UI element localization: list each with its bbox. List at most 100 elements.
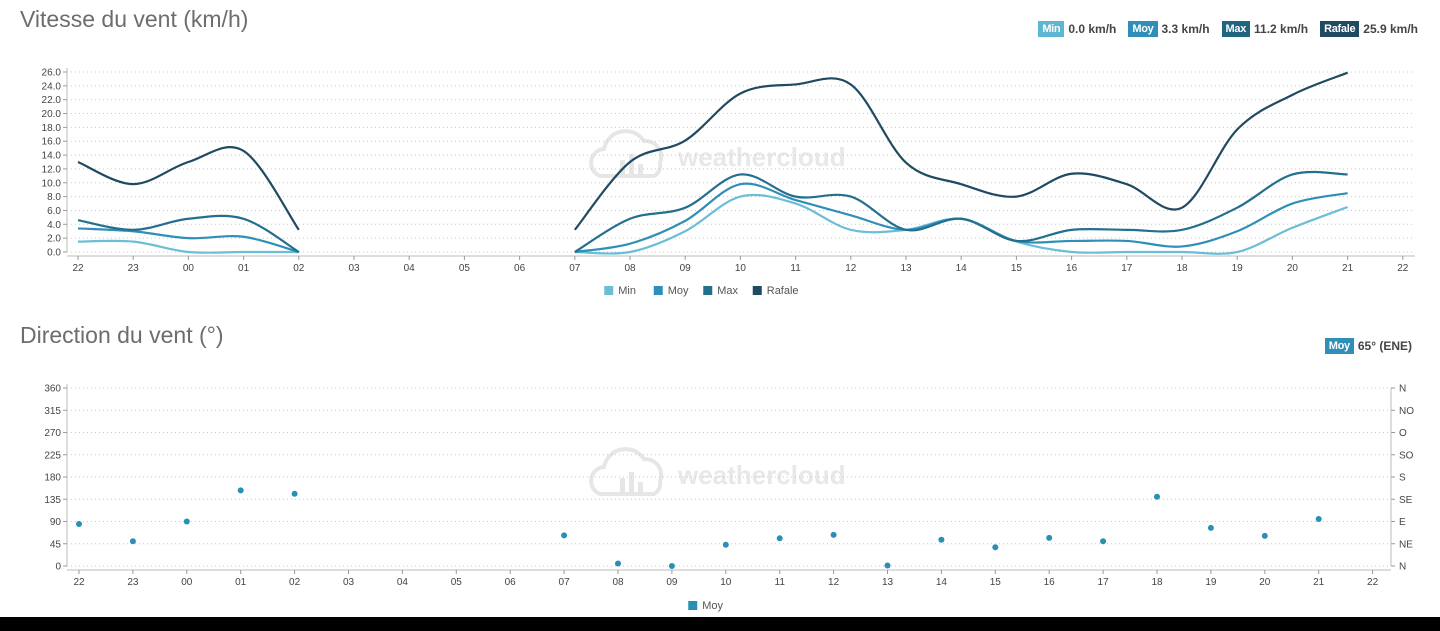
direction-badge-moy: Moy 65° (ENE) [1324, 338, 1412, 354]
direction-series-moy-point [1207, 524, 1214, 531]
speed-badge-value: 0.0 km/h [1068, 22, 1117, 36]
bar-icon [629, 154, 634, 174]
speed-x-tick-label: 21 [1342, 263, 1354, 274]
speed-y-tick-label: 26.0 [42, 68, 62, 79]
direction-x-tick-label: 09 [666, 577, 678, 588]
direction-x-tick-label: 01 [235, 577, 247, 588]
direction-x-tick-label: 10 [720, 577, 732, 588]
direction-x-tick-label: 21 [1313, 577, 1325, 588]
bottom-bar [0, 617, 1440, 631]
speed-series-max-line [77, 214, 300, 253]
direction-chart-title: Direction du vent (°) [20, 322, 224, 348]
speed-x-tick-label: 08 [624, 263, 636, 274]
speed-x-tick-label: 22 [1397, 263, 1409, 274]
speed-x-tick-label: 19 [1232, 263, 1244, 274]
direction-y-right-tick-label: S [1399, 473, 1406, 484]
cloud-icon [589, 129, 664, 178]
speed-chart-title: Vitesse du vent (km/h) [20, 6, 249, 32]
direction-x-tick-label: 11 [775, 577, 786, 588]
speed-x-tick-label: 05 [459, 263, 471, 274]
direction-series-moy-point [722, 541, 729, 548]
speed-x-tick-label: 20 [1287, 263, 1299, 274]
speed-legend-item: Min [618, 285, 636, 297]
speed-badge-value: 3.3 km/h [1161, 22, 1210, 36]
direction-y-right-tick-label: NO [1399, 406, 1414, 417]
direction-x-tick-label: 22 [1367, 577, 1379, 588]
speed-badge-moy: Moy 3.3 km/h [1128, 21, 1210, 37]
direction-series-moy-point [129, 538, 136, 545]
direction-y-right-tick-label: N [1399, 562, 1406, 573]
speed-x-tick-label: 13 [900, 263, 912, 274]
direction-x-tick-label: 23 [127, 577, 139, 588]
speed-y-tick-label: 16.0 [42, 137, 62, 148]
speed-x-tick-label: 18 [1176, 263, 1188, 274]
speed-badge-label: Max [1221, 21, 1251, 37]
direction-legend-item: Moy [702, 600, 723, 612]
speed-legend-swatch [604, 286, 614, 295]
direction-x-tick-label: 14 [936, 577, 948, 588]
speed-badge-label: Moy [1128, 21, 1158, 37]
speed-y-tick-label: 20.0 [42, 109, 62, 120]
direction-x-tick-label: 19 [1205, 577, 1217, 588]
direction-y-tick-label: 0 [55, 562, 61, 573]
speed-x-tick-label: 01 [238, 263, 250, 274]
speed-y-tick-label: 6.0 [47, 206, 61, 217]
speed-badge-max: Max 11.2 km/h [1221, 21, 1309, 37]
speed-badge-min: Min 0.0 km/h [1038, 21, 1116, 37]
speed-legend-item: Max [717, 285, 738, 297]
speed-x-tick-label: 04 [404, 263, 416, 274]
bar-icon [620, 160, 625, 174]
direction-legend-swatch [688, 601, 698, 610]
direction-x-tick-label: 13 [882, 577, 894, 588]
speed-badge-label: Rafale [1320, 21, 1360, 37]
watermark-text: weathercloud [677, 460, 846, 490]
speed-x-tick-label: 09 [680, 263, 692, 274]
direction-x-tick-label: 12 [828, 577, 840, 588]
direction-series-moy-point [237, 487, 244, 494]
direction-x-tick-label: 07 [559, 577, 571, 588]
direction-badge-label: Moy [1324, 338, 1354, 354]
direction-x-tick-label: 20 [1259, 577, 1271, 588]
direction-series-moy-point [830, 531, 837, 538]
speed-x-tick-label: 10 [735, 263, 747, 274]
speed-badge-rafale: Rafale 25.9 km/h [1320, 21, 1418, 37]
watermark-logo: weathercloud [589, 129, 846, 178]
direction-x-tick-label: 17 [1098, 577, 1110, 588]
bar-icon [620, 478, 625, 492]
speed-x-tick-label: 14 [956, 263, 968, 274]
speed-x-tick-label: 07 [569, 263, 581, 274]
speed-x-tick-label: 16 [1066, 263, 1078, 274]
speed-y-tick-label: 22.0 [42, 95, 62, 106]
direction-x-tick-label: 06 [505, 577, 517, 588]
cloud-icon [589, 447, 664, 496]
direction-summary-badges: Moy 65° (ENE) [1319, 338, 1412, 354]
direction-x-tick-label: 04 [397, 577, 409, 588]
watermark-text: weathercloud [677, 142, 846, 172]
direction-series-moy-point [76, 520, 82, 527]
direction-x-tick-label: 02 [289, 577, 301, 588]
speed-badge-value: 11.2 km/h [1254, 22, 1309, 36]
speed-legend-swatch [653, 286, 663, 295]
speed-y-tick-label: 14.0 [42, 151, 62, 162]
speed-x-tick-label: 23 [128, 263, 140, 274]
speed-series-min-line [77, 239, 299, 254]
bar-icon [629, 472, 634, 492]
speed-series-max-line [574, 170, 1348, 253]
speed-series-rafale-line [573, 71, 1349, 231]
direction-y-tick-label: 180 [44, 473, 61, 484]
direction-y-right-tick-label: NE [1399, 539, 1413, 550]
speed-x-tick-label: 03 [348, 263, 360, 274]
direction-x-tick-label: 08 [612, 577, 624, 588]
watermark-logo: weathercloud [589, 447, 846, 496]
speed-x-tick-label: 00 [183, 263, 195, 274]
speed-x-tick-label: 22 [72, 263, 84, 274]
direction-series-moy-point [1100, 538, 1107, 545]
direction-series-moy-point [1154, 493, 1160, 500]
speed-x-tick-label: 12 [845, 263, 857, 274]
direction-y-tick-label: 315 [44, 406, 61, 417]
speed-series-rafale-line [77, 146, 300, 231]
speed-badge-value: 25.9 km/h [1363, 22, 1418, 36]
speed-series-moy-line [77, 227, 300, 254]
direction-y-right-tick-label: SE [1399, 495, 1413, 506]
